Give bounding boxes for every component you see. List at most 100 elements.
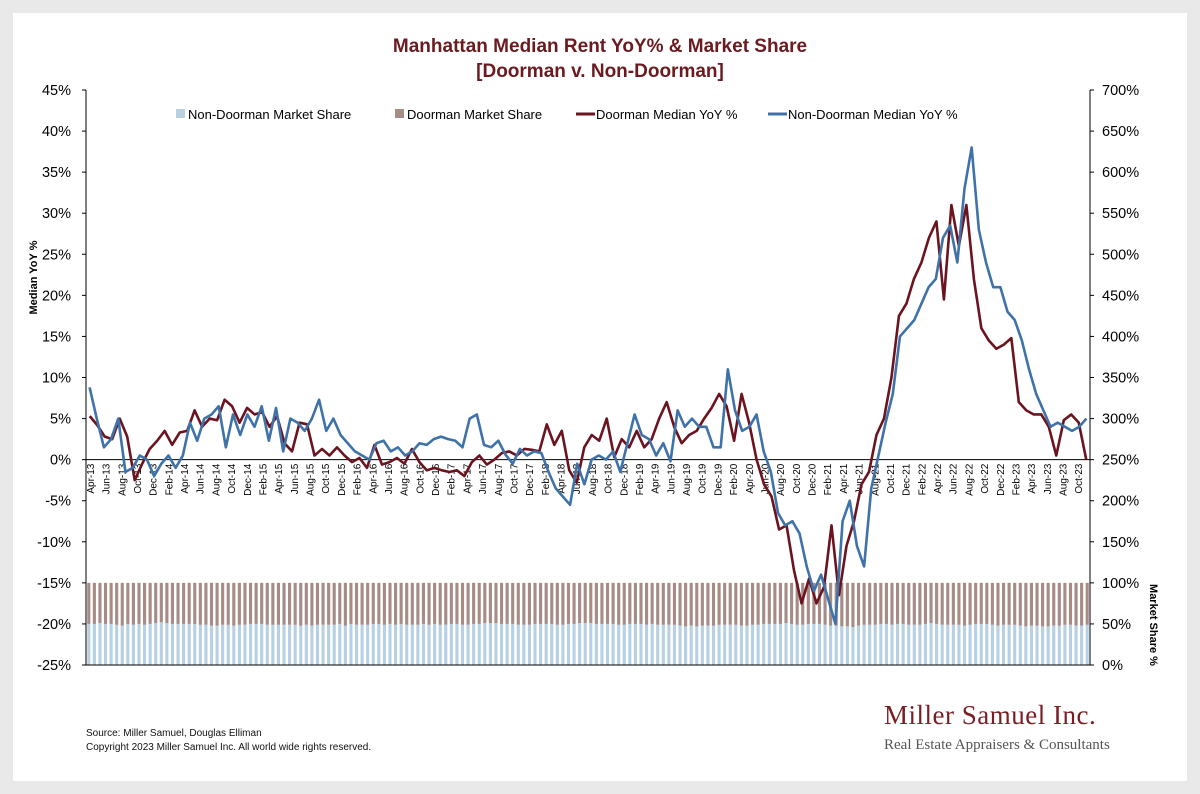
doorman-share-bar: [354, 582, 359, 625]
x-tick-label: Aug-19: [682, 463, 693, 496]
non-doorman-share-bar: [226, 624, 230, 665]
doorman-share-bar: [271, 582, 275, 625]
non-doorman-share-bar: [901, 623, 905, 665]
non-doorman-share-bar: [695, 626, 699, 665]
x-tick-label: Dec-13: [149, 463, 160, 496]
x-tick-label: Oct-15: [321, 463, 332, 493]
doorman-share-bar: [511, 582, 515, 624]
doorman-share-bar: [561, 582, 565, 625]
doorman-share-bar: [578, 582, 582, 624]
non-doorman-share-bar: [198, 624, 202, 665]
non-doorman-share-bar: [1013, 624, 1017, 665]
x-tick-label: Aug-20: [776, 463, 787, 496]
non-doorman-share-bar: [282, 624, 286, 665]
doorman-share-bar: [812, 582, 816, 624]
market-share-bars: [87, 582, 1089, 665]
doorman-share-bar: [940, 582, 944, 625]
non-doorman-share-bar: [566, 623, 571, 665]
non-doorman-share-bar: [494, 623, 498, 665]
doorman-share-bar: [979, 582, 983, 624]
non-doorman-share-bar: [550, 623, 554, 665]
y2-tick-label: 650%: [1102, 124, 1139, 140]
doorman-share-bar: [260, 582, 264, 624]
doorman-share-bar: [711, 582, 716, 626]
doorman-share-bar: [182, 582, 186, 624]
non-doorman-share-bar: [935, 623, 939, 665]
doorman-share-bar: [394, 582, 398, 625]
non-doorman-share-bar: [539, 623, 543, 665]
non-doorman-share-bar: [310, 625, 314, 665]
y2-tick-label: 0%: [1102, 658, 1123, 674]
non-doorman-share-bar: [115, 624, 119, 665]
non-doorman-share-bar: [527, 624, 531, 665]
non-doorman-share-bar: [672, 624, 677, 665]
non-doorman-share-bar: [968, 624, 972, 665]
x-tick-label: Aug-16: [400, 463, 411, 496]
y-tick-label: -15%: [37, 576, 71, 592]
non-doorman-share-bar: [661, 624, 665, 665]
doorman-share-bar: [310, 582, 314, 626]
non-doorman-share-bar: [985, 623, 989, 665]
y-tick-label: 20%: [42, 288, 71, 304]
non-doorman-share-bar: [706, 625, 710, 665]
non-doorman-share-bar: [237, 624, 241, 665]
non-doorman-share-bar: [209, 625, 214, 665]
doorman-share-bar: [522, 582, 526, 625]
y-tick-label: 5%: [50, 412, 71, 428]
x-tick-label: Oct-22: [980, 463, 991, 493]
non-doorman-share-bar: [645, 624, 649, 665]
x-tick-label: Aug-17: [494, 463, 505, 496]
x-tick-label: Feb-19: [635, 463, 646, 495]
non-doorman-share-bar: [600, 623, 604, 665]
x-tick-label: Jun-13: [102, 463, 113, 494]
non-doorman-share-bar: [444, 624, 448, 665]
non-doorman-share-bar: [187, 623, 191, 665]
non-doorman-share-bar: [656, 624, 660, 665]
doorman-share-bar: [890, 582, 894, 625]
non-doorman-share-bar: [879, 623, 883, 665]
x-tick-label: Dec-15: [337, 463, 348, 496]
doorman-share-bar: [304, 582, 308, 625]
non-doorman-share-bar: [455, 623, 459, 665]
x-tick-label: Feb-16: [353, 463, 364, 495]
doorman-share-bar: [176, 582, 180, 624]
non-doorman-share-bar: [394, 624, 398, 665]
doorman-share-bar: [377, 582, 381, 624]
y-tick-label: 0%: [50, 453, 71, 469]
chart-legend: Non-Doorman Market Share Doorman Market S…: [176, 107, 958, 122]
doorman-share-bar: [555, 582, 559, 625]
non-doorman-share-bar: [87, 623, 91, 665]
non-doorman-share-bar: [126, 623, 130, 665]
non-doorman-share-bar: [377, 623, 381, 665]
x-tick-label: Apr-14: [180, 463, 191, 493]
x-tick-label: Feb-20: [729, 463, 740, 495]
non-doorman-share-bar: [700, 625, 704, 665]
x-tick-label: Oct-19: [698, 463, 709, 493]
non-doorman-share-bar: [918, 624, 922, 665]
y2-tick-label: 500%: [1102, 247, 1139, 263]
x-tick-label: Aug-15: [306, 463, 317, 496]
x-tick-label: Jun-19: [666, 463, 677, 494]
doorman-share-bar: [946, 582, 950, 625]
doorman-share-bar: [728, 582, 732, 625]
doorman-share-bar: [449, 582, 453, 624]
non-doorman-share-bar: [354, 624, 359, 665]
non-doorman-share-bar: [427, 624, 431, 665]
doorman-share-bar: [661, 582, 665, 625]
brand-logo: Miller Samuel Inc.: [884, 700, 1097, 730]
non-doorman-share-bar: [421, 623, 426, 665]
doorman-share-bar: [299, 582, 303, 626]
doorman-share-bar: [198, 582, 202, 625]
non-doorman-share-bar: [248, 623, 253, 665]
non-doorman-share-bar: [829, 625, 833, 665]
non-doorman-share-bar: [433, 623, 437, 665]
doorman-share-bar: [806, 582, 810, 624]
doorman-share-bar: [187, 582, 191, 624]
doorman-share-bar: [221, 582, 225, 625]
doorman-share-bar: [1057, 582, 1061, 626]
doorman-share-bar: [990, 582, 994, 625]
doorman-share-bar: [204, 582, 208, 625]
y-tick-label: 25%: [42, 247, 71, 263]
x-tick-label: Jun-23: [1043, 463, 1054, 494]
